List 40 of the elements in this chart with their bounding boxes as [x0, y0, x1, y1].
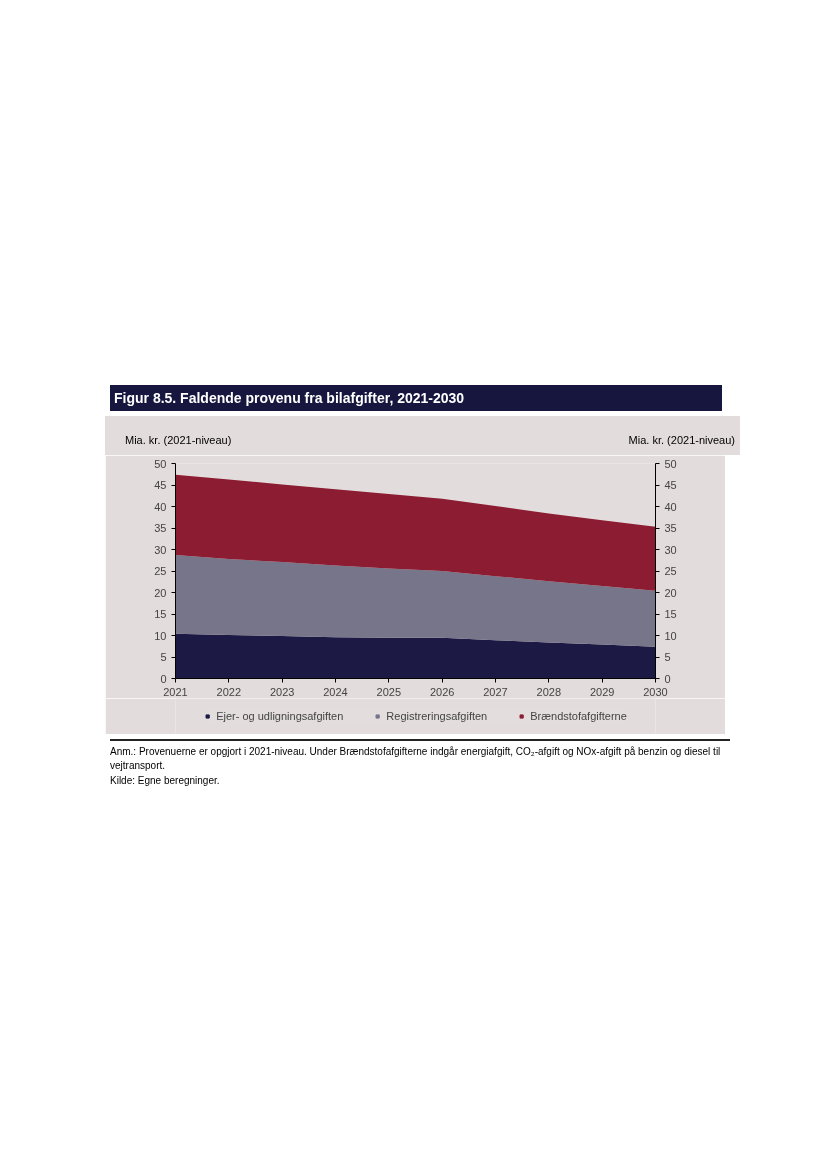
- y-axis-title: Mia. kr. (2021-niveau): [125, 433, 232, 448]
- y2-tick-label: 20: [664, 586, 677, 599]
- y2-tick-label: 30: [664, 543, 677, 556]
- y2-tick-label: 45: [664, 479, 677, 492]
- x-tick-label: 2029: [589, 685, 615, 698]
- y-tick-label: 20: [154, 586, 167, 599]
- y2-axis-title: Mia. kr. (2021-niveau): [628, 433, 735, 448]
- text: Kilde: Egne beregninger.: [110, 774, 220, 786]
- y2-tick-label: 15: [664, 608, 677, 621]
- x-tick-label: 2023: [269, 685, 295, 698]
- x-tick-label: 2025: [376, 685, 402, 698]
- y-tick-label: 25: [154, 565, 167, 578]
- legend-label: Ejer- og udligningsafgiften: [216, 710, 344, 723]
- y-tick-label: 35: [154, 522, 167, 535]
- y2-tick-label: 10: [664, 629, 677, 642]
- legend-label: Registreringsafgiften: [386, 710, 488, 723]
- y-tick-label: 0: [160, 672, 167, 685]
- chart-title: Figur 8.5. Faldende provenu fra bilafgifter, 2021-2030: [114, 389, 465, 408]
- x-tick-label: 2027: [483, 685, 508, 698]
- y-tick-label: 45: [154, 479, 167, 492]
- y2-tick-label: 40: [664, 500, 677, 513]
- y-tick-label: 15: [154, 608, 167, 621]
- y2-tick-label: 25: [664, 565, 677, 578]
- y2-tick-label: 0: [664, 672, 671, 685]
- y-tick-label: 30: [154, 543, 167, 556]
- x-tick-label: 2022: [216, 685, 242, 698]
- y-tick-label: 10: [154, 629, 167, 642]
- x-tick-label: 2024: [323, 685, 348, 698]
- y2-tick-label: 50: [664, 457, 677, 470]
- x-tick-label: 2021: [163, 685, 188, 698]
- y2-tick-label: 35: [664, 522, 677, 535]
- x-tick-label: 2030: [643, 685, 668, 698]
- y-tick-label: 50: [154, 457, 167, 470]
- y2-tick-label: 5: [664, 651, 671, 664]
- x-tick-label: 2026: [429, 685, 455, 698]
- text: Anm.: Provenuerne er opgjort i 2021-niveau. Under Brændstofafgifterne indgår energiafgift, CO₂-afgift og NOx-afgift på benzin og diesel til vejtransport.: [110, 746, 721, 772]
- y-tick-label: 40: [154, 500, 167, 513]
- legend-label: Brændstofafgifterne: [530, 710, 627, 723]
- y-tick-label: 5: [160, 651, 167, 664]
- x-tick-label: 2028: [536, 685, 562, 698]
